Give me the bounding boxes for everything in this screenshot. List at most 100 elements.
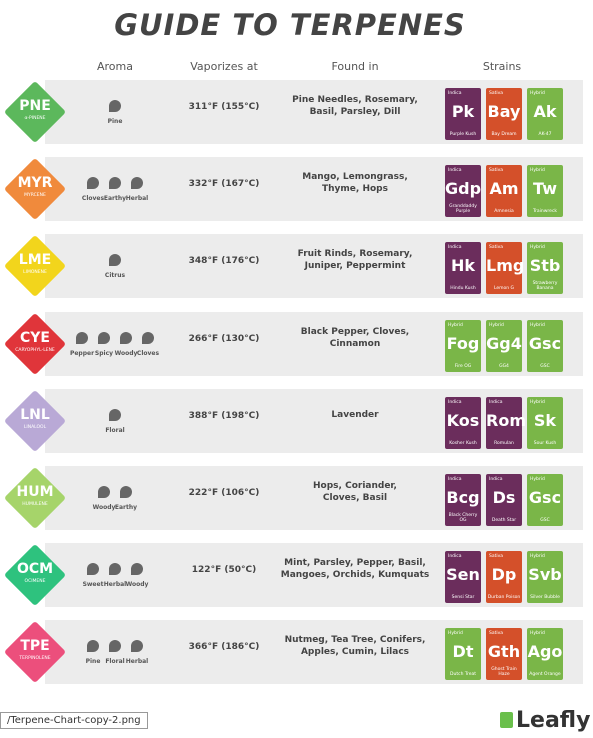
aroma-icon	[131, 177, 143, 190]
strain-type: Sativa	[489, 631, 504, 637]
found-in: Thyme, Hops	[322, 184, 388, 195]
aroma-label: Pine	[107, 118, 123, 125]
aroma-icon	[120, 331, 132, 344]
strain-symbol: Ak	[533, 102, 557, 121]
strain-name: Death Star	[491, 518, 517, 523]
aroma-icon	[109, 640, 121, 653]
found-in: Pine Needles, Rosemary,	[292, 95, 418, 105]
strain-name: Strawberry Banana	[532, 281, 558, 292]
strain-tile: Hybrid Gg4 GG4	[486, 319, 522, 372]
strain-name: GG4	[499, 363, 509, 369]
strain-type: Hybrid	[448, 322, 463, 328]
found-in: Cloves, Basil	[322, 493, 388, 503]
strain-name: Amnesia	[494, 209, 514, 215]
vaporize-temp: 348°F (176°C)	[188, 256, 260, 267]
found-in: Black Pepper, Cloves,	[300, 326, 410, 337]
badge-name: LINALOOL	[23, 424, 47, 430]
strain-tile: Hybrid Dt Dutch Treat	[445, 628, 481, 681]
badge-name: MYRCENE	[24, 193, 46, 199]
badge-name: TERPINOLENE	[19, 656, 51, 662]
strain-symbol: Stb	[529, 256, 561, 276]
column-header: Aroma	[97, 60, 133, 73]
badge-code: MYR	[17, 175, 53, 192]
strain-name: GSC	[540, 363, 550, 369]
strain-symbol: Fog	[446, 333, 480, 353]
aroma-label: Pine	[85, 658, 101, 666]
strain-symbol: Gsc	[528, 488, 562, 507]
strain-name: Ghost Train Haze	[491, 667, 517, 678]
vaporize-temp: 122°F (50°C)	[191, 565, 257, 576]
strain-tile: Indica Kos Kosher Kush	[445, 396, 481, 449]
found-in: Cinnamon	[329, 338, 381, 349]
aroma-label: Herbal	[103, 581, 127, 589]
strain-name: Durban Poison	[487, 595, 521, 601]
found-in: Nutmeg, Tea Tree, Conifers,	[284, 635, 426, 646]
aroma-icon	[109, 100, 121, 112]
aroma-icon	[142, 331, 154, 344]
strain-type: Hybrid	[530, 477, 545, 482]
strain-name: Purple Kush	[449, 132, 477, 137]
badge-code: LNL	[20, 406, 50, 423]
strain-symbol: Ds	[492, 488, 516, 507]
found-in: Mangoes, Orchids, Kumquats	[280, 570, 430, 581]
vaporize-temp: 311°F (155°C)	[188, 102, 260, 112]
file-tag: /Terpene-Chart-copy-2.png	[0, 712, 148, 729]
badge-name: HUMULENE	[22, 502, 48, 507]
strain-tile: Indica Sen Sensi Star	[445, 551, 481, 604]
found-in: Lavender	[331, 409, 379, 420]
aroma-label: Cloves	[136, 349, 160, 357]
strain-name: Dutch Treat	[450, 672, 476, 678]
strain-type: Indica	[448, 245, 462, 251]
strain-name: Black Cherry OG	[448, 513, 478, 523]
strain-type: Hybrid	[530, 168, 545, 174]
aroma-label: Herbal	[125, 195, 149, 203]
strain-tile: Sativa Bay Bay Dream	[486, 88, 522, 140]
strain-symbol: Tw	[533, 179, 557, 199]
strain-symbol: Gsc	[528, 333, 562, 353]
strain-name: Silver Bubble	[530, 595, 560, 601]
aroma-label: Woody	[114, 349, 138, 357]
strain-type: Hybrid	[530, 631, 545, 637]
strain-tile: Hybrid Gsc GSC	[527, 319, 563, 372]
strain-name: GSC	[540, 518, 550, 523]
aroma-label: Sweet	[82, 581, 104, 589]
strain-tile: Hybrid Tw Trainwreck	[527, 165, 563, 218]
strain-tile: Sativa Lmg Lemon G	[486, 242, 524, 295]
strain-tile: Hybrid Gsc GSC	[527, 474, 563, 526]
strain-type: Hybrid	[530, 245, 545, 251]
strain-tile: Hybrid Ago Agent Orange	[527, 628, 563, 681]
strain-type: Indica	[448, 554, 462, 560]
strain-type: Hybrid	[530, 322, 545, 328]
strain-name: Romulan	[494, 440, 514, 446]
strain-type: Indica	[448, 91, 462, 96]
strain-name: AK-47	[538, 132, 552, 137]
strain-symbol: Hk	[450, 256, 476, 276]
aroma-label: Woody	[125, 581, 149, 589]
strain-type: Indica	[448, 477, 462, 482]
strain-symbol: Sen	[446, 565, 480, 585]
aroma-icon	[98, 486, 110, 498]
strain-tile: Indica Gdp Granddaddy Purple	[445, 165, 481, 218]
strain-name: Fire OG	[454, 363, 472, 369]
aroma-icon	[131, 563, 143, 576]
strain-type: Hybrid	[489, 322, 504, 328]
aroma-icon	[87, 640, 99, 653]
badge-code: CYE	[20, 329, 50, 346]
strain-name: Granddaddy Purple	[449, 204, 477, 215]
vaporize-temp: 332°F (167°C)	[188, 179, 260, 190]
strain-type: Sativa	[489, 168, 504, 174]
strain-symbol: Sk	[533, 410, 557, 430]
badge-code: OCM	[16, 561, 54, 578]
aroma-label: Earthy	[103, 195, 127, 203]
strain-symbol: Rom	[486, 410, 526, 430]
strain-symbol: Dp	[491, 565, 517, 585]
strain-symbol: Pk	[451, 102, 475, 121]
badge-code: TPE	[20, 638, 50, 655]
vaporize-temp: 266°F (130°C)	[188, 333, 260, 344]
strain-symbol: Gth	[487, 642, 521, 662]
aroma-label: Woody	[92, 504, 116, 511]
strain-type: Indica	[448, 168, 462, 174]
found-in: Mint, Parsley, Pepper, Basil,	[284, 558, 426, 569]
badge-name: OCIMENE	[24, 579, 46, 585]
